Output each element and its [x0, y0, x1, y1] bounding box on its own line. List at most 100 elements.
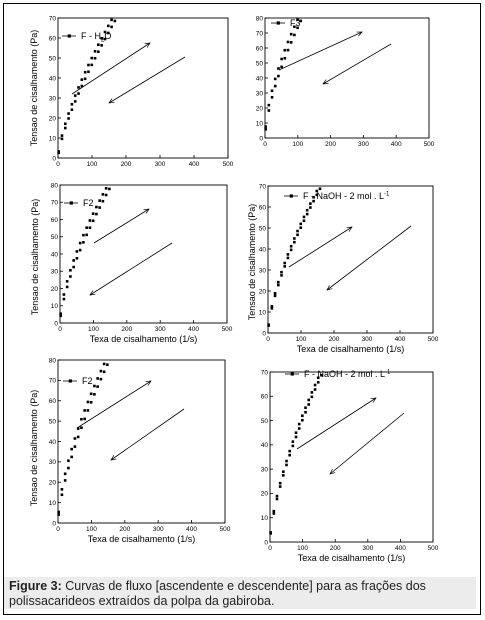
x-tick-label: 300 — [155, 326, 166, 333]
series-descending — [269, 373, 323, 535]
y-tick-label: 50 — [49, 55, 57, 62]
data-point — [78, 241, 82, 245]
y-tick-label: 30 — [51, 269, 59, 276]
descending-arrow — [109, 56, 186, 103]
data-point — [286, 256, 290, 260]
y-tick-label: 20 — [51, 286, 59, 293]
data-point — [60, 488, 64, 491]
data-point — [299, 19, 303, 23]
ascending-arrow — [71, 43, 150, 95]
data-point — [88, 226, 92, 229]
data-point — [309, 202, 312, 205]
y-tick-label: 0 — [54, 320, 58, 327]
data-point — [63, 479, 67, 482]
data-point — [70, 108, 74, 111]
data-point — [286, 48, 290, 52]
data-point — [264, 127, 267, 131]
data-point — [267, 109, 271, 112]
data-point — [95, 212, 98, 216]
y-tick-label: 10 — [261, 515, 269, 522]
data-point — [312, 195, 315, 199]
data-point — [289, 32, 293, 36]
y-tick-label: 80 — [256, 15, 264, 22]
x-tick-label: 0 — [266, 336, 270, 343]
descending-arrow — [327, 225, 412, 290]
x-axis-title: Texa de cisalhamento (1/s) — [88, 534, 196, 544]
data-point — [63, 122, 67, 126]
x-tick-label: 300 — [362, 545, 373, 552]
data-point — [80, 426, 83, 430]
data-point — [273, 291, 277, 295]
x-tick-label: 200 — [325, 141, 336, 148]
y-axis-title: Tensao de cisalhamento (Pa) — [29, 30, 39, 147]
data-point — [286, 253, 290, 256]
series-descending — [264, 19, 303, 131]
y-tick-label: 70 — [51, 200, 59, 207]
data-point — [59, 312, 62, 315]
data-point — [301, 414, 304, 418]
data-point — [277, 74, 280, 78]
data-point — [57, 510, 60, 514]
data-point — [63, 472, 67, 476]
data-point — [302, 215, 306, 219]
x-tick-label: 400 — [395, 336, 406, 343]
data-point — [267, 103, 271, 107]
data-point — [273, 294, 277, 298]
ascending-arrow — [296, 398, 376, 450]
legend-label: F2 — [82, 376, 93, 386]
chart-panel-5: 0 100 200 300 400 500 0 10 20 30 40 50 60 70 80 Texa de… — [29, 357, 231, 544]
data-point — [293, 33, 296, 37]
y-tick-label: 30 — [49, 95, 57, 102]
x-tick-label: 500 — [424, 141, 435, 148]
x-tick-label: 200 — [121, 161, 132, 168]
data-point — [276, 280, 280, 284]
data-point — [313, 388, 317, 391]
data-point — [299, 226, 303, 229]
data-point — [80, 84, 84, 88]
data-point — [60, 493, 64, 497]
data-point — [70, 102, 74, 106]
x-tick-label: 0 — [268, 545, 272, 552]
legend-superscript: -1 — [384, 192, 390, 198]
data-point — [67, 112, 70, 115]
data-point — [296, 26, 299, 30]
ascending-arrow — [93, 209, 149, 244]
series-descending — [267, 187, 322, 327]
data-point — [318, 187, 322, 191]
data-point — [100, 44, 103, 47]
data-point — [282, 474, 285, 477]
data-point — [73, 94, 77, 97]
data-point — [289, 41, 293, 44]
y-tick-label: 50 — [259, 225, 267, 232]
y-tick-label: 0 — [262, 330, 266, 337]
y-tick-label: 50 — [256, 60, 264, 67]
data-point — [285, 459, 288, 463]
data-point — [275, 497, 279, 501]
data-point — [310, 395, 314, 399]
y-tick-label: 50 — [49, 418, 57, 425]
data-point — [96, 377, 99, 380]
data-point — [270, 307, 274, 310]
data-point — [289, 244, 293, 248]
data-point — [276, 283, 280, 287]
y-tick-label: 70 — [259, 183, 267, 190]
data-point — [294, 431, 298, 434]
plot-area — [269, 371, 434, 543]
data-point — [62, 293, 66, 296]
y-tick-label: 20 — [259, 288, 267, 295]
data-point — [273, 84, 277, 88]
data-point — [89, 400, 93, 404]
data-point — [283, 265, 287, 268]
plot-area — [57, 17, 229, 159]
series-ascending — [59, 187, 108, 315]
y-tick-label: 20 — [256, 105, 264, 112]
data-point — [305, 212, 309, 216]
data-point — [315, 189, 319, 193]
data-point — [80, 417, 83, 421]
data-point — [277, 67, 280, 70]
data-point — [101, 193, 105, 196]
y-tick-label: 30 — [261, 466, 269, 473]
y-tick-label: 40 — [261, 442, 269, 449]
y-tick-label: 70 — [49, 15, 57, 22]
ascending-arrow — [288, 227, 352, 268]
